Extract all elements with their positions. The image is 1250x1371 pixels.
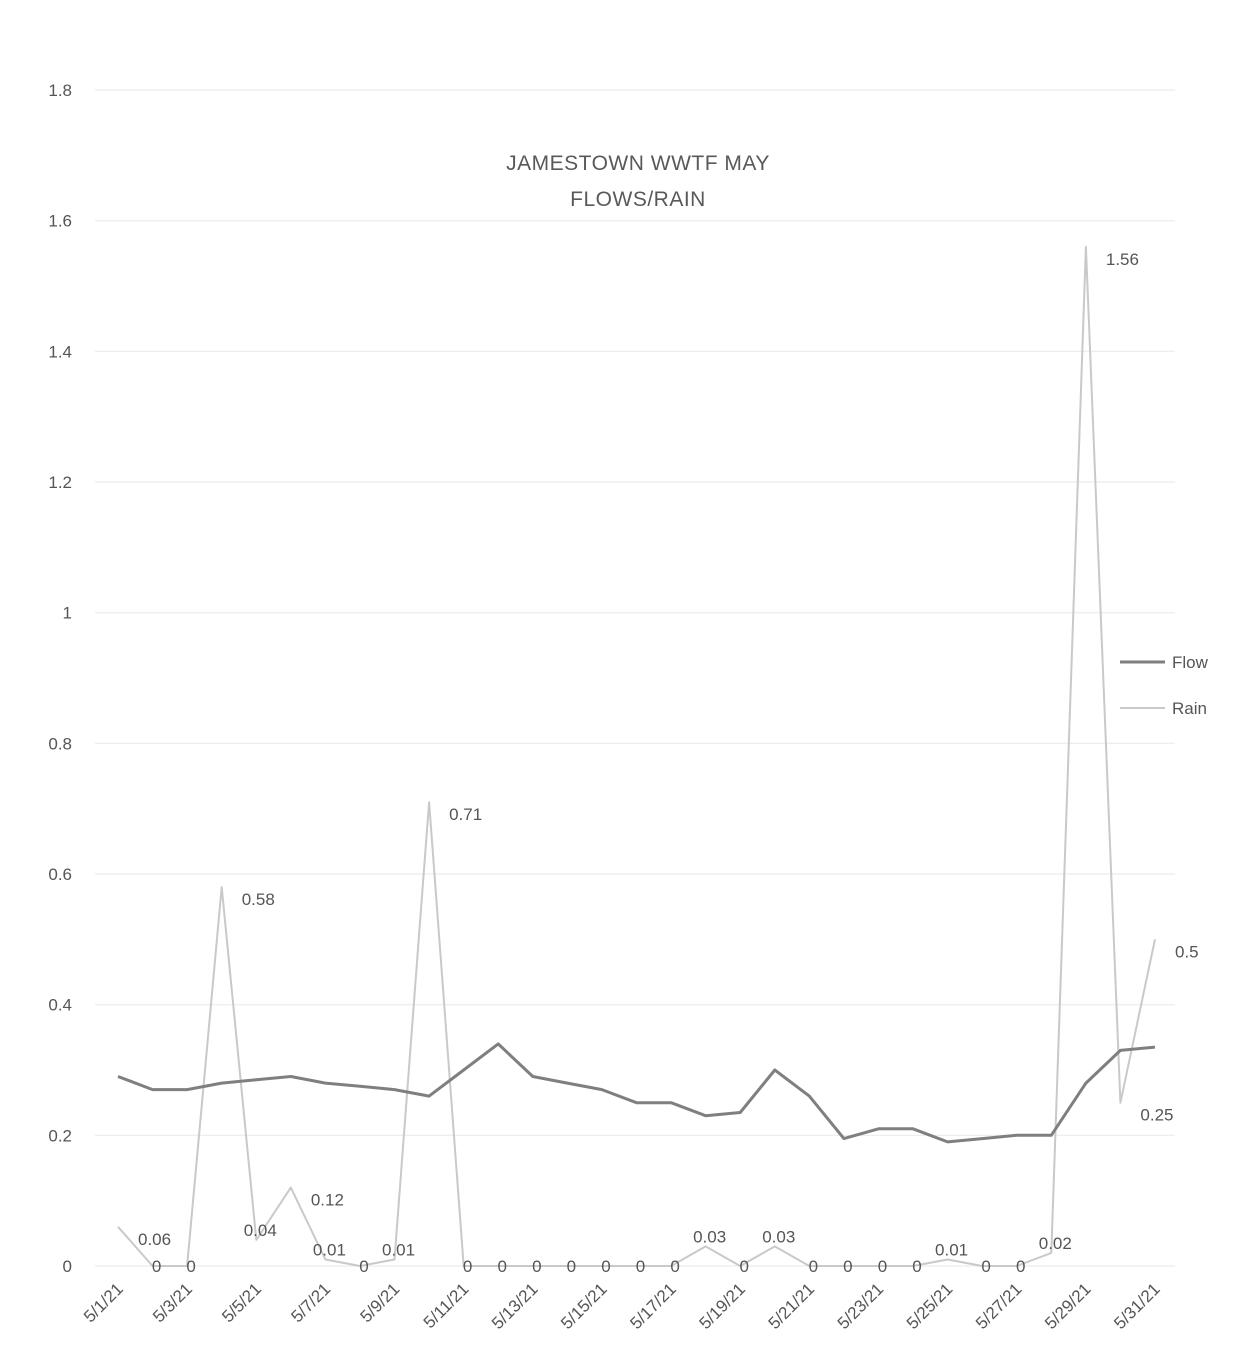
x-tick-label: 5/31/21 [1110,1279,1164,1333]
gridlines [95,89,1175,1267]
y-tick-label: 1.6 [48,212,72,231]
rain-data-label: 0 [359,1257,368,1276]
x-tick-label: 5/27/21 [972,1279,1026,1333]
rain-data-label: 0 [1016,1257,1025,1276]
rain-data-label: 0 [601,1257,610,1276]
x-tick-label: 5/1/21 [80,1279,127,1326]
x-tick-label: 5/21/21 [765,1279,819,1333]
x-tick-label: 5/15/21 [557,1279,611,1333]
x-tick-label: 5/13/21 [488,1279,542,1333]
x-tick-label: 5/11/21 [420,1279,473,1332]
rain-data-labels: 0.06 0 0 0.58 0.04 0.12 0.01 0 0.01 0.71 0 0 0 0 0 0 0 0.… [138,250,1199,1276]
rain-data-label: 0 [981,1257,990,1276]
rain-data-label: 0 [567,1257,576,1276]
y-axis-tick-labels: 0 0.2 0.4 0.6 0.8 1 1.2 1.4 1.6 1.8 [48,81,72,1276]
rain-data-label: 0 [912,1257,921,1276]
rain-data-label: 0 [463,1257,472,1276]
rain-data-label: 0.12 [311,1191,344,1210]
legend-flow-label: Flow [1172,653,1209,672]
rain-data-label: 0.01 [313,1240,346,1259]
x-tick-label: 5/9/21 [357,1279,404,1326]
y-tick-label: 0.8 [48,734,72,753]
legend: Flow Rain [1120,653,1209,718]
x-axis-tick-labels: 5/1/21 5/3/21 5/5/21 5/7/21 5/9/21 5/11/21 5/1… [80,1279,1164,1333]
y-tick-label: 0.6 [48,865,72,884]
rain-data-label: 0 [739,1257,748,1276]
flow-series-line [117,1042,1156,1144]
rain-data-label: 0 [670,1257,679,1276]
rain-data-label: 0.03 [693,1227,726,1246]
rain-data-label: 0 [809,1257,818,1276]
rain-data-label: 0.02 [1039,1234,1072,1253]
chart-title-line-1: JAMESTOWN WWTF MAY [506,152,770,175]
rain-data-label: 0 [186,1257,195,1276]
y-tick-label: 0 [63,1257,72,1276]
x-tick-label: 5/3/21 [149,1279,196,1326]
chart-title: JAMESTOWN WWTF MAY FLOWS/RAIN [506,152,770,211]
rain-data-label: 0 [843,1257,852,1276]
y-tick-label: 0.4 [48,996,72,1015]
rain-data-label: 0.25 [1140,1106,1173,1125]
y-tick-label: 1.8 [48,81,72,100]
x-tick-label: 5/19/21 [695,1279,749,1333]
x-tick-label: 5/7/21 [287,1279,334,1326]
rain-series-line [117,245,1156,1267]
rain-data-label: 0.01 [382,1240,415,1259]
rain-data-label: 0.58 [242,890,275,909]
rain-data-label: 0.5 [1175,942,1199,961]
x-tick-label: 5/23/21 [834,1279,888,1333]
rain-data-label: 0.01 [935,1240,968,1259]
x-tick-label: 5/17/21 [626,1279,680,1333]
x-tick-label: 5/25/21 [903,1279,957,1333]
rain-data-label: 0.03 [762,1227,795,1246]
rain-data-label: 1.56 [1106,250,1139,269]
rain-data-label: 0.06 [138,1230,171,1249]
rain-data-label: 0 [636,1257,645,1276]
rain-data-label: 0 [497,1257,506,1276]
y-tick-label: 1 [63,604,72,623]
rain-data-label: 0 [878,1257,887,1276]
x-tick-label: 5/5/21 [218,1279,265,1326]
series-lines [117,245,1156,1267]
rain-data-label: 0.04 [244,1221,277,1240]
y-tick-label: 1.2 [48,473,72,492]
rain-data-label: 0.71 [449,805,482,824]
y-tick-label: 1.4 [48,342,72,361]
rain-data-label: 0 [532,1257,541,1276]
chart-title-line-2: FLOWS/RAIN [570,188,706,211]
x-tick-label: 5/29/21 [1041,1279,1095,1333]
rain-data-label: 0 [152,1257,161,1276]
y-tick-label: 0.2 [48,1126,72,1145]
legend-rain-label: Rain [1172,699,1207,718]
